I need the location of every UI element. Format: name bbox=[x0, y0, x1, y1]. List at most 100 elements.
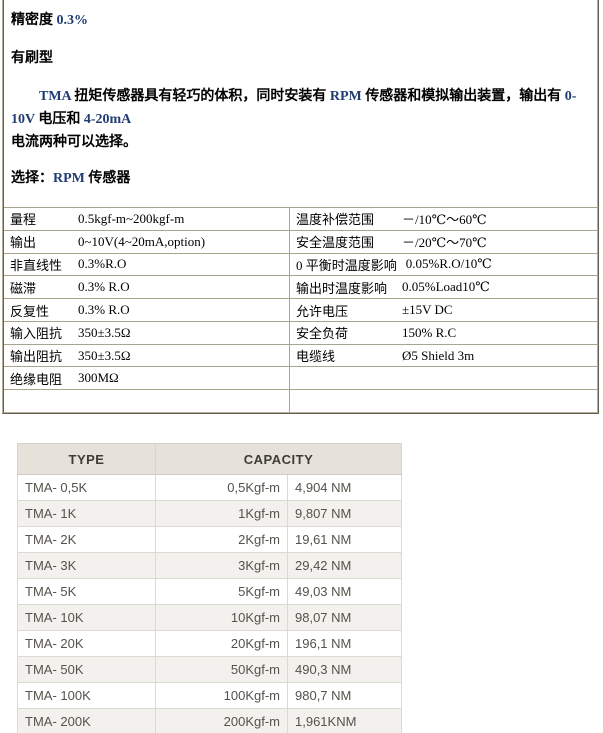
capacity-nm-cell: 1,961KNM bbox=[286, 708, 403, 733]
intro-text-segment: 选择： bbox=[11, 171, 53, 186]
capacity-type-cell: TMA- 0,5K bbox=[17, 474, 156, 501]
capacity-row: TMA- 3K 3Kgf-m 29,42 NM bbox=[17, 552, 403, 579]
spec-value: ±15V DC bbox=[402, 302, 453, 318]
spec-row bbox=[290, 367, 597, 391]
spec-row: 反复性 0.3% R.O bbox=[4, 299, 289, 322]
spec-label: 允许电压 bbox=[296, 303, 349, 319]
content-frame: 精密度 0.3% 有刷型 TMA 扭矩传感器具有轻巧的体积，同时安装有 RPM … bbox=[2, 0, 599, 414]
spec-value: 0.05%R.O/10℃ bbox=[405, 256, 492, 272]
spec-row: 输出时温度影响 0.05%Load10℃ bbox=[290, 276, 597, 300]
capacity-kgf-cell: 5Kgf-m bbox=[155, 578, 288, 605]
spec-row: 安全温度范围 －/20℃～70℃ bbox=[290, 231, 597, 254]
spec-value: 350±3.5Ω bbox=[78, 347, 131, 363]
capacity-nm-cell: 9,807 NM bbox=[286, 500, 403, 527]
capacity-nm-cell: 98,07 NM bbox=[286, 604, 403, 631]
spec-label: 磁滞 bbox=[10, 280, 37, 296]
spec-row: 非直线性 0.3%R.O bbox=[4, 254, 289, 277]
intro-text-segment: TMA bbox=[39, 89, 75, 104]
capacity-kgf-cell: 200Kgf-m bbox=[155, 708, 288, 733]
intro-text-segment: 电流两种可以选择。 bbox=[11, 135, 137, 150]
spec-label: 绝缘电阻 bbox=[10, 371, 63, 387]
spec-column-left: 量程 0.5kgf-m~200kgf-m 输出 0~10V(4~20mA,option… bbox=[4, 208, 290, 412]
capacity-kgf-cell: 100Kgf-m bbox=[155, 682, 288, 709]
spec-row: 输入阻抗 350±3.5Ω bbox=[4, 322, 289, 345]
brush-type-line: 有刷型 bbox=[11, 49, 589, 68]
intro-text-segment: 电压和 bbox=[38, 112, 84, 127]
spec-row: 温度补偿范围 －/10℃～60℃ bbox=[290, 208, 597, 231]
capacity-row: TMA- 100K 100Kgf-m 980,7 NM bbox=[17, 682, 403, 709]
capacity-kgf-cell: 2Kgf-m bbox=[155, 526, 288, 553]
capacity-type-cell: TMA- 50K bbox=[17, 656, 156, 683]
spec-row: 磁滞 0.3% R.O bbox=[4, 276, 289, 300]
spec-row: 绝缘电阻 300MΩ bbox=[4, 367, 289, 391]
capacity-row: TMA- 50K 50Kgf-m 490,3 NM bbox=[17, 656, 403, 683]
capacity-nm-cell: 980,7 NM bbox=[286, 682, 403, 709]
spec-value: －/20℃～70℃ bbox=[402, 235, 487, 251]
intro-text-segment: 扭矩传感器具有轻巧的体积，同时安装有 bbox=[74, 89, 330, 104]
spec-label: 反复性 bbox=[10, 303, 50, 319]
type-column-header: TYPE bbox=[17, 443, 156, 475]
capacity-type-cell: TMA- 100K bbox=[17, 682, 156, 709]
capacity-row: TMA- 200K 200Kgf-m 1,961KNM bbox=[17, 708, 403, 733]
spec-label: 非直线性 bbox=[10, 257, 63, 273]
spec-value: 0.3% R.O bbox=[78, 279, 130, 295]
spec-value: 0.5kgf-m~200kgf-m bbox=[78, 210, 185, 226]
spec-label: 输入阻抗 bbox=[10, 326, 63, 342]
capacity-table-header: TYPE CAPACITY bbox=[17, 443, 403, 475]
spec-label: 量程 bbox=[10, 212, 37, 228]
capacity-nm-cell: 19,61 NM bbox=[286, 526, 403, 553]
intro-text-segment: 0.3% bbox=[56, 13, 89, 28]
capacity-type-cell: TMA- 2K bbox=[17, 526, 156, 553]
capacity-nm-cell: 29,42 NM bbox=[286, 552, 403, 579]
spec-value: 0.3%R.O bbox=[78, 256, 127, 272]
capacity-type-cell: TMA- 1K bbox=[17, 500, 156, 527]
capacity-type-cell: TMA- 3K bbox=[17, 552, 156, 579]
intro-text-segment: 传感器和模拟输出装置，输出有 bbox=[365, 89, 565, 104]
spec-row: 输出阻抗 350±3.5Ω bbox=[4, 345, 289, 368]
intro-section: 精密度 0.3% 有刷型 TMA 扭矩传感器具有轻巧的体积，同时安装有 RPM … bbox=[4, 0, 597, 188]
intro-text-segment bbox=[11, 89, 39, 104]
intro-text-segment: 0-10V bbox=[11, 89, 577, 127]
spec-value: 0~10V(4~20mA,option) bbox=[78, 233, 206, 249]
spec-label: 输出阻抗 bbox=[10, 349, 63, 365]
spec-value: 0.3% R.O bbox=[78, 302, 130, 318]
capacity-kgf-cell: 20Kgf-m bbox=[155, 630, 288, 657]
spec-label: 0 平衡时温度影响 bbox=[296, 257, 397, 273]
spec-column-right: 温度补偿范围 －/10℃～60℃ 安全温度范围 －/20℃～70℃ 0 平衡时温度影响 0… bbox=[290, 208, 597, 412]
spec-label: 输出 bbox=[10, 235, 37, 251]
capacity-row: TMA- 10K 10Kgf-m 98,07 NM bbox=[17, 604, 403, 631]
spec-table: 量程 0.5kgf-m~200kgf-m 输出 0~10V(4~20mA,option… bbox=[4, 207, 597, 412]
intro-text-segment: 有刷型 bbox=[11, 51, 53, 66]
spec-row: 允许电压 ±15V DC bbox=[290, 299, 597, 322]
capacity-type-cell: TMA- 20K bbox=[17, 630, 156, 657]
select-rpm-line: 选择：RPM 传感器 bbox=[11, 169, 589, 188]
intro-text-segment: RPM bbox=[329, 89, 366, 104]
capacity-table: TYPE CAPACITY TMA- 0,5K 0,5Kgf-m 4,904 NM T… bbox=[17, 443, 403, 733]
spec-label: 安全温度范围 bbox=[296, 235, 375, 251]
spec-value: －/10℃～60℃ bbox=[402, 212, 487, 228]
capacity-kgf-cell: 10Kgf-m bbox=[155, 604, 288, 631]
spec-row bbox=[290, 390, 597, 412]
precision-line: 精密度 0.3% bbox=[11, 11, 589, 30]
capacity-nm-cell: 4,904 NM bbox=[286, 474, 403, 501]
spec-value: 350±3.5Ω bbox=[78, 324, 131, 340]
spec-label: 电缆线 bbox=[296, 349, 336, 365]
spec-row: 电缆线 Ø5 Shield 3m bbox=[290, 345, 597, 368]
capacity-nm-cell: 196,1 NM bbox=[286, 630, 403, 657]
spec-value: 150% R.C bbox=[402, 324, 457, 340]
capacity-row: TMA- 2K 2Kgf-m 19,61 NM bbox=[17, 526, 403, 553]
spec-label: 输出时温度影响 bbox=[296, 280, 388, 296]
capacity-kgf-cell: 3Kgf-m bbox=[155, 552, 288, 579]
capacity-kgf-cell: 50Kgf-m bbox=[155, 656, 288, 683]
capacity-type-cell: TMA- 5K bbox=[17, 578, 156, 605]
spec-label: 安全负荷 bbox=[296, 326, 349, 342]
spec-row: 安全负荷 150% R.C bbox=[290, 322, 597, 345]
intro-text-segment: 4-20mA bbox=[83, 112, 132, 127]
intro-text-segment: 传感器 bbox=[88, 171, 131, 186]
spec-value: 300MΩ bbox=[78, 370, 119, 386]
spec-value: Ø5 Shield 3m bbox=[402, 347, 475, 363]
capacity-nm-cell: 49,03 NM bbox=[286, 578, 403, 605]
capacity-table-body: TMA- 0,5K 0,5Kgf-m 4,904 NM TMA- 1K 1Kgf-m 9,… bbox=[17, 474, 403, 733]
spec-label: 温度补偿范围 bbox=[296, 212, 375, 228]
